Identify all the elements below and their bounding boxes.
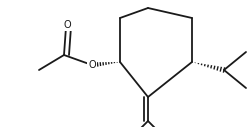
Text: O: O <box>88 60 96 70</box>
Text: O: O <box>63 20 71 30</box>
